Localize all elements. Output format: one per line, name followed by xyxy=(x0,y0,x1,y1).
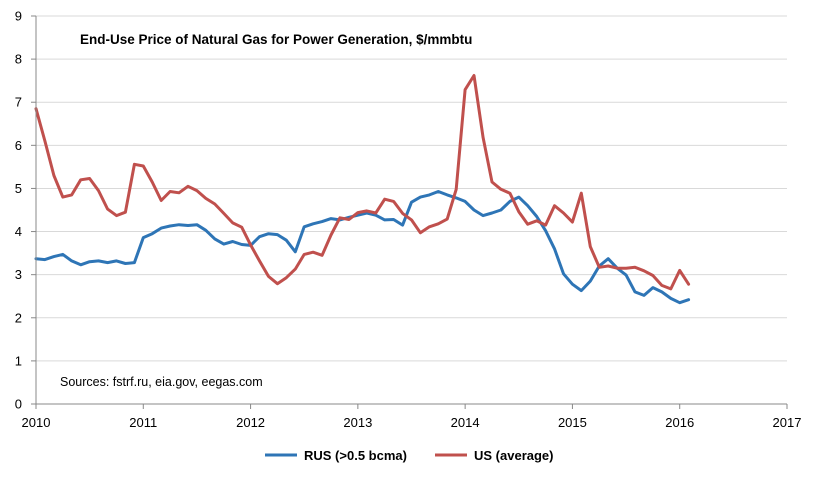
source-note: Sources: fstrf.ru, eia.gov, eegas.com xyxy=(60,375,263,389)
y-tick-label-1: 1 xyxy=(15,353,22,368)
rus-series-line xyxy=(34,190,691,305)
y-tick-label-2: 2 xyxy=(15,310,22,325)
x-tick-labels: 2010 2011 2012 2013 2014 2015 2016 2017 xyxy=(22,415,802,430)
us-series-line xyxy=(34,74,691,291)
x-tick-label-2017: 2017 xyxy=(773,415,802,430)
x-tick-label-2016: 2016 xyxy=(665,415,694,430)
y-tick-label-7: 7 xyxy=(15,95,22,110)
series-lines xyxy=(34,74,691,305)
x-tick-label-2011: 2011 xyxy=(129,415,157,430)
x-tick-label-2012: 2012 xyxy=(236,415,265,430)
legend: RUS (>0.5 bcma) US (average) xyxy=(265,448,553,463)
x-tick-label-2015: 2015 xyxy=(558,415,587,430)
y-tick-label-5: 5 xyxy=(15,181,22,196)
y-tick-label-6: 6 xyxy=(15,138,22,153)
y-tick-label-8: 8 xyxy=(15,52,22,67)
y-tick-label-9: 9 xyxy=(15,9,22,24)
y-tick-label-3: 3 xyxy=(15,267,22,282)
y-tick-labels: 0 1 2 3 4 5 6 7 8 9 xyxy=(15,9,22,412)
x-tick-label-2014: 2014 xyxy=(451,415,480,430)
legend-label-us: US (average) xyxy=(474,448,553,463)
x-tick-label-2013: 2013 xyxy=(343,415,372,430)
chart-title: End-Use Price of Natural Gas for Power G… xyxy=(80,32,472,47)
legend-label-rus: RUS (>0.5 bcma) xyxy=(304,448,407,463)
y-tick-label-4: 4 xyxy=(15,224,22,239)
x-tick-label-2010: 2010 xyxy=(22,415,51,430)
y-tick-label-0: 0 xyxy=(15,397,22,412)
gridlines xyxy=(36,15,787,362)
axes xyxy=(31,15,788,409)
